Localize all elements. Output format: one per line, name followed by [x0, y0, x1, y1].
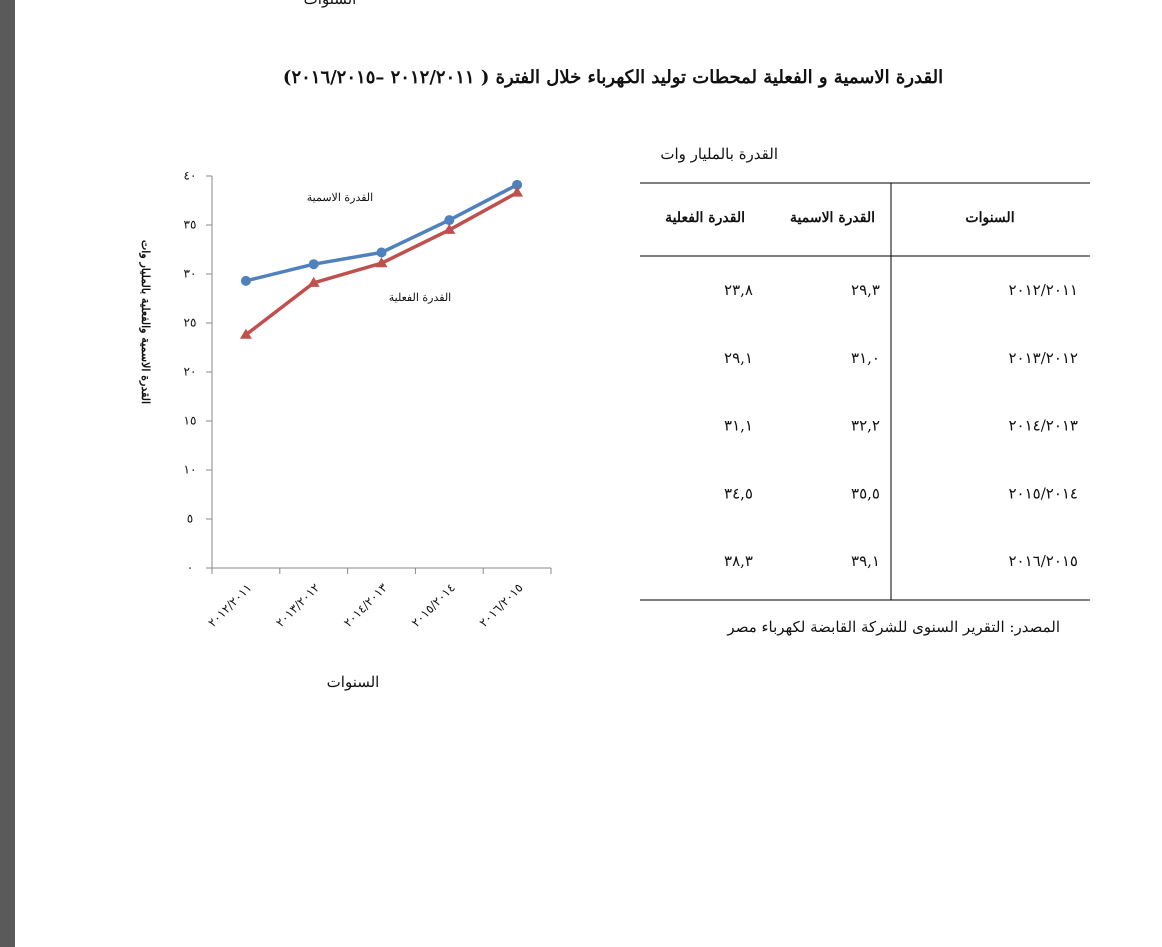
point	[511, 186, 524, 197]
x-tick-label: ٢٠١٢/٢٠١١	[205, 581, 254, 630]
point	[239, 328, 252, 339]
point	[308, 259, 319, 270]
x-tick-label: ٢٠١٥/٢٠١٤	[409, 581, 458, 630]
table-cell: ٢٣,٨	[724, 281, 753, 299]
y-tick-label: ٤٠	[184, 169, 197, 183]
table-header: القدرة الفعلية	[665, 210, 745, 226]
point	[307, 276, 320, 287]
source-note: المصدر: التقرير السنوى للشركة القابضة لك…	[726, 618, 1060, 636]
title: القدرة الاسمية و الفعلية لمحطات توليد ال…	[283, 67, 943, 88]
point	[444, 215, 455, 226]
point	[376, 247, 387, 258]
table-cell: ٣٨,٣	[724, 552, 753, 570]
table-cell: ٢٠١٥/٢٠١٤	[1008, 484, 1078, 502]
table-cell: ٣١,١	[724, 417, 753, 435]
y-tick-label: ١٠	[184, 463, 197, 477]
y-tick-label: ١٥	[184, 414, 197, 428]
x-tick-label: ٢٠١٣/٢٠١٢	[273, 581, 322, 630]
viewer-edge	[0, 0, 15, 947]
y-tick-label: ٣٥	[184, 218, 197, 232]
point	[443, 223, 456, 234]
table-cell: ٣٩,١	[851, 552, 880, 570]
table-header: السنوات	[965, 210, 1014, 226]
point	[375, 257, 388, 268]
table-unit: القدرة بالمليار وات	[660, 145, 778, 163]
table-cell: ٣٥,٥	[851, 484, 880, 502]
point	[512, 179, 523, 190]
table-cell: ٢٠١٢/٢٠١١	[1008, 281, 1078, 299]
table-header: القدرة الاسمية	[790, 210, 875, 226]
table-cell: ٣٢,٢	[851, 417, 880, 435]
y-tick-label: ٥	[187, 512, 193, 526]
x-tick-label: ٢٠١٦/٢٠١٥	[476, 581, 525, 630]
x-tick-label: ٢٠١٤/٢٠١٣	[341, 580, 391, 630]
series-label: القدرة الاسمية	[307, 191, 373, 204]
x-axis-label: السنوات	[327, 673, 380, 691]
table-cell: ٢٠١٦/٢٠١٥	[1008, 552, 1078, 570]
point	[240, 275, 251, 286]
table-cell: ٢٩,٣	[851, 281, 880, 299]
y-tick-label: ٢٠	[184, 365, 197, 379]
table-cell: ٣١,٠	[851, 349, 880, 367]
y-tick-label: ٠	[187, 561, 193, 575]
table-cell: ٢٠١٣/٢٠١٢	[1008, 349, 1078, 367]
y-tick-label: ٣٠	[184, 267, 197, 281]
table-cell: ٢٠١٤/٢٠١٣	[1008, 417, 1078, 435]
series-label: القدرة الفعلية	[389, 291, 451, 304]
y-tick-label: ٢٥	[184, 316, 197, 330]
cut-text: السنوات	[304, 0, 357, 8]
y-axis-label: القدرة الاسمية والفعلية بالمليار وات	[139, 240, 152, 404]
table-cell: ٣٤,٥	[724, 484, 753, 502]
table-cell: ٢٩,١	[724, 349, 753, 367]
